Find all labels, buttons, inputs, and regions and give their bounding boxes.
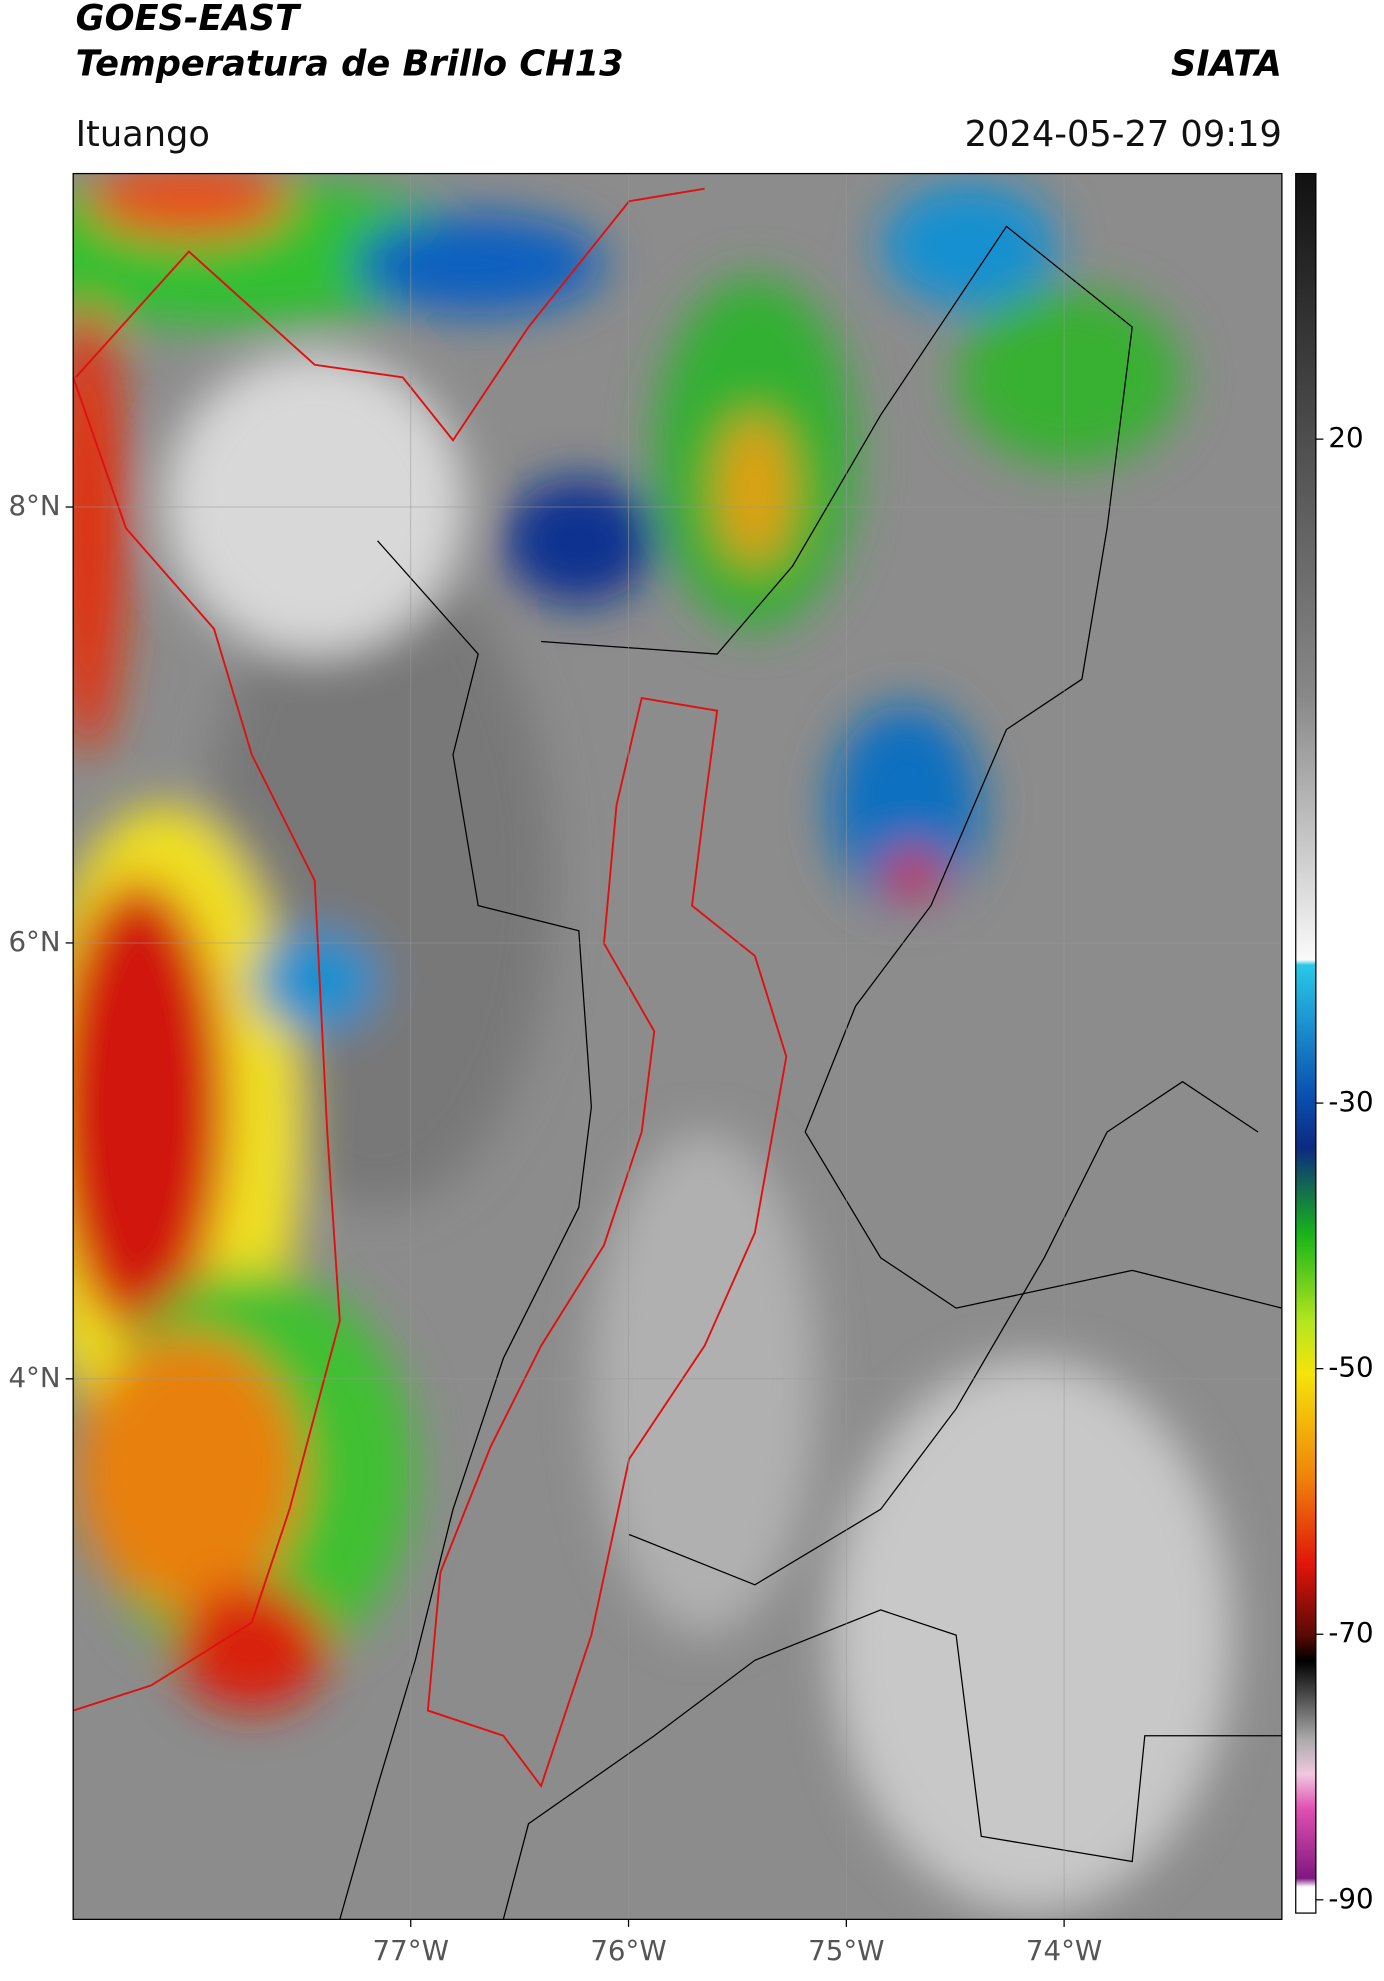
grid <box>73 173 1282 1920</box>
x-tick-label: 77°W <box>373 1934 449 1967</box>
subtitle: Temperatura de Brillo CH13 <box>76 43 624 84</box>
x-tick-label: 76°W <box>590 1934 666 1967</box>
map-frame <box>72 172 1283 1920</box>
colorbar-tick-label: 20 <box>1328 421 1363 454</box>
boundaries <box>73 187 1282 1920</box>
colorbar <box>1295 172 1317 1914</box>
colorbar-tick-label: -50 <box>1328 1351 1373 1384</box>
datetime: 2024-05-27 09:19 <box>965 114 1282 155</box>
y-tick-label: 6°N <box>8 925 60 958</box>
title: GOES-EAST <box>76 0 302 39</box>
x-tick-label: 75°W <box>808 1934 884 1967</box>
location: Ituango <box>76 114 210 155</box>
colorbar-tick-label: -70 <box>1328 1616 1373 1649</box>
y-tick-label: 8°N <box>8 489 60 522</box>
satellite-image <box>73 173 1282 1920</box>
source: SIATA <box>1171 43 1282 84</box>
y-tick-label: 4°N <box>8 1361 60 1394</box>
colorbar-tick-label: -90 <box>1328 1882 1373 1915</box>
colorbar-tick-label: -30 <box>1328 1085 1373 1118</box>
x-tick-label: 74°W <box>1026 1934 1102 1967</box>
